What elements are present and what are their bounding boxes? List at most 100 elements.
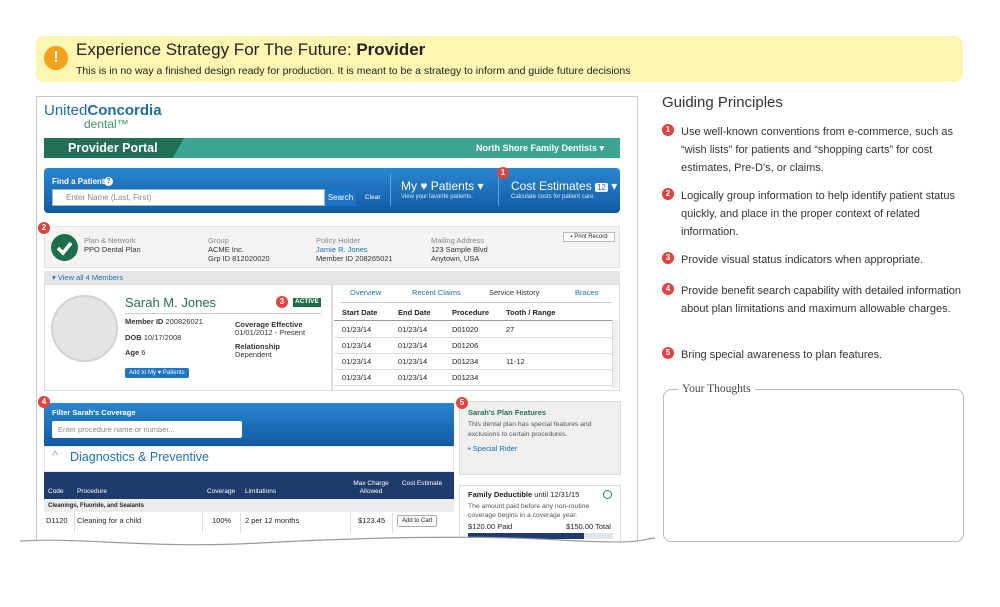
collapse-caret[interactable]: ^	[52, 448, 59, 463]
tab[interactable]: Overview	[350, 288, 382, 297]
row-divider	[334, 337, 612, 338]
age-label: Age	[125, 348, 140, 357]
group-label: Cleanings, Fluoride, and Sealants	[48, 503, 145, 509]
coverage-column: Limitations	[245, 488, 277, 495]
portal-tab	[44, 138, 184, 158]
marker: 3	[276, 296, 288, 308]
history-column: End Date	[398, 308, 431, 317]
group-value: Grp ID 812020020	[208, 254, 270, 263]
torn-line	[19, 536, 656, 546]
help-icon[interactable]: ?	[104, 177, 113, 186]
practice-name[interactable]: North Shore Family Dentists	[476, 143, 598, 153]
plan-info-row	[44, 226, 620, 268]
my-patients-title[interactable]: My ♥ Patients	[401, 179, 475, 193]
print-button[interactable]: ▪ Print Record	[563, 232, 615, 242]
portal-title: Provider Portal	[68, 141, 158, 155]
my-patients[interactable]: My ♥ Patients ▾	[401, 179, 484, 193]
search-button[interactable]: Search	[325, 189, 356, 206]
group-row	[44, 499, 454, 512]
print-label[interactable]: Print Record	[574, 234, 608, 240]
history-cell: D01234	[452, 373, 479, 382]
avatar	[51, 295, 118, 362]
find-label: Find a Patient	[52, 177, 105, 186]
banner-title-text: Experience Strategy For The Future:	[76, 40, 357, 59]
coverage-cell: D1120	[46, 516, 68, 525]
address-label: Mailing Address	[431, 236, 484, 245]
tab[interactable]: Service History	[489, 288, 540, 297]
scrollbar[interactable]	[612, 320, 618, 388]
history-cell: D01020	[452, 325, 479, 334]
view-all-row[interactable]: ▾ View all 4 Members	[44, 271, 620, 284]
cell-divider	[392, 513, 393, 533]
marker: 5	[456, 397, 468, 409]
plan-features-title: Sarah's Plan Features	[468, 408, 547, 417]
history-cell: 01/23/14	[398, 357, 428, 366]
banner	[36, 36, 963, 82]
patient-search-input[interactable]	[52, 189, 325, 206]
row-divider	[334, 369, 612, 370]
history-cell: 01/23/14	[342, 341, 372, 350]
cell-divider	[202, 513, 203, 533]
principle-number: 2	[662, 188, 674, 200]
divider	[390, 174, 391, 206]
info-icon[interactable]	[603, 490, 612, 499]
marker: 2	[38, 222, 50, 234]
cell-divider	[240, 513, 241, 533]
holder-name[interactable]: Jamie R. Jones	[316, 245, 368, 254]
cell-divider	[74, 513, 75, 533]
tab[interactable]: Braces	[575, 288, 599, 297]
group-label: Group	[208, 236, 229, 245]
cost-estimates[interactable]: Cost Estimates 12 ▾	[511, 179, 618, 193]
coverage-column: Code	[48, 488, 64, 495]
clear-link[interactable]: Clear	[365, 194, 381, 201]
practice-menu[interactable]: North Shore Family Dentists ▾	[476, 143, 605, 153]
logo-brand: United	[44, 102, 88, 119]
banner-title-strong: Provider	[356, 40, 426, 59]
filter-input[interactable]	[52, 421, 242, 438]
principle-text: Bring special awareness to plan features…	[681, 349, 883, 361]
principle-text: Logically group information to help iden…	[681, 190, 955, 238]
cost-estimates-title[interactable]: Cost Estimates	[511, 179, 592, 193]
my-patients-sub: View your favorite patients.	[401, 194, 473, 200]
view-all-link[interactable]: View all 4 Members	[57, 273, 124, 282]
history-table: Start Date End Date Procedure Tooth / Range…	[334, 305, 612, 388]
relationship-label: Relationship	[235, 342, 281, 351]
history-cell: D01234	[452, 357, 479, 366]
coverage-column: Max Charge Allowed	[353, 480, 389, 495]
coverage-value: 01/01/2012 - Present	[235, 328, 306, 337]
member-id-value: 200826021	[165, 317, 203, 326]
cost-estimates-sub: Calculate costs for patient care.	[511, 194, 596, 200]
coverage-cell: $123.45	[358, 516, 386, 525]
tab[interactable]: Recent Claims	[412, 288, 461, 297]
special-rider-link[interactable]: Special Rider	[472, 444, 518, 453]
deductible-title-text: Family Deductible	[468, 490, 533, 499]
logo: UnitedConcordia	[44, 103, 162, 118]
coverage-column: Procedure	[77, 488, 107, 495]
logo-sub: dental™	[84, 117, 129, 131]
deductible-paid: $120.00 Paid	[468, 522, 513, 531]
principle-text: Provide visual status indicators when ap…	[681, 254, 924, 266]
coverage-label: Coverage Effective	[235, 320, 303, 329]
coverage-table: Code Procedure Coverage Limitations Max Char…	[44, 472, 454, 542]
dob-value: 10/17/2008	[143, 333, 182, 342]
row-divider	[334, 385, 612, 386]
special-rider[interactable]: • Special Rider	[468, 444, 518, 453]
status-badge: ACTIVE	[293, 298, 321, 307]
divider	[498, 174, 499, 206]
coverage-table-header	[44, 472, 454, 499]
deductible-bar-fill	[468, 533, 584, 539]
principle-number: 3	[662, 252, 674, 264]
patient-name: Sarah M. Jones	[125, 295, 217, 310]
section-header[interactable]	[44, 446, 454, 472]
coverage-column: Cost Estimate	[401, 480, 443, 487]
warning-icon: !	[44, 46, 68, 70]
address-line: 123 Sample Blvd	[431, 245, 488, 254]
history-cell: 01/23/14	[342, 373, 372, 382]
add-patient-button[interactable]: Add to My ♥ Patients	[125, 368, 189, 378]
thoughts-box[interactable]	[663, 389, 964, 542]
deductible-text: The amount paid before any non-routine c…	[468, 503, 590, 519]
history-column: Start Date	[342, 308, 378, 317]
principle-number: 5	[662, 347, 674, 359]
add-to-cart[interactable]: Add to Cart	[397, 515, 438, 527]
history-cell: 01/23/14	[398, 341, 428, 350]
